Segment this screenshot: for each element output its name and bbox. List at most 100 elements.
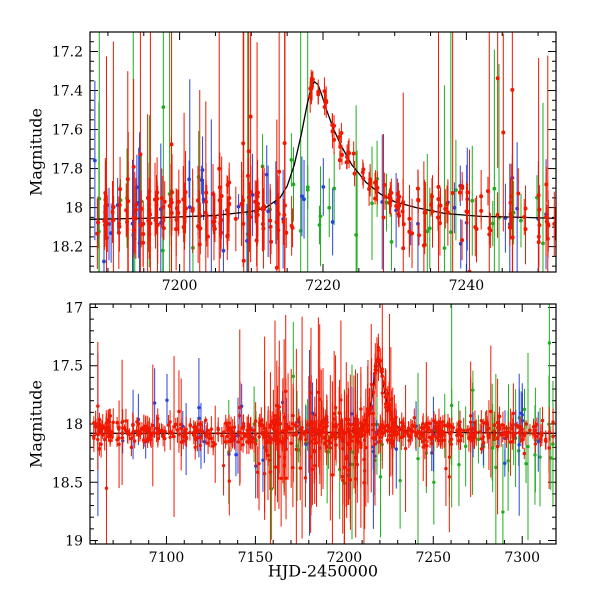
data-point bbox=[432, 480, 436, 484]
data-point bbox=[197, 416, 201, 421]
data-point bbox=[394, 425, 399, 430]
data-point bbox=[108, 414, 113, 418]
data-point bbox=[489, 409, 493, 414]
y-tick-label: 18.2 bbox=[52, 240, 83, 256]
data-point bbox=[116, 230, 121, 235]
y-tick-label: 17.5 bbox=[52, 359, 83, 375]
data-point bbox=[330, 129, 335, 134]
tick-labels: 7200 7220 7240 17.2 17.4 17.6 17.8 18 18.2 bbox=[52, 45, 484, 294]
data-point bbox=[325, 424, 329, 429]
data-point bbox=[159, 428, 164, 433]
data-point bbox=[270, 437, 274, 441]
data-point bbox=[289, 223, 294, 228]
data-point bbox=[528, 428, 532, 432]
data-point bbox=[436, 184, 441, 189]
data-point bbox=[403, 446, 408, 451]
data-point bbox=[524, 431, 528, 435]
axis-ticks bbox=[90, 31, 556, 272]
data-point bbox=[463, 444, 468, 449]
data-point bbox=[339, 131, 344, 136]
data-point bbox=[354, 477, 358, 481]
data-point bbox=[95, 231, 100, 236]
data-point bbox=[252, 428, 256, 432]
data-point bbox=[281, 429, 285, 433]
data-point bbox=[526, 444, 530, 449]
data-point bbox=[499, 433, 503, 437]
data-point bbox=[359, 421, 363, 425]
data-point bbox=[221, 248, 226, 253]
data-point bbox=[259, 418, 263, 423]
data-point bbox=[124, 419, 128, 423]
data-point bbox=[245, 428, 249, 432]
data-point bbox=[187, 177, 192, 182]
data-point bbox=[211, 223, 216, 228]
x-axis-label: HJD-2450000 bbox=[267, 561, 379, 581]
data-point bbox=[422, 438, 427, 442]
data-point bbox=[115, 421, 119, 425]
data-point bbox=[385, 438, 390, 442]
x-tick-label: 7220 bbox=[305, 278, 341, 294]
data-point bbox=[431, 434, 436, 438]
data-layer bbox=[90, 304, 556, 544]
data-point bbox=[536, 234, 541, 239]
data-point bbox=[438, 428, 443, 433]
data-point bbox=[501, 423, 505, 427]
data-point bbox=[517, 443, 521, 447]
data-point bbox=[139, 207, 144, 212]
data-point bbox=[519, 411, 523, 415]
data-point bbox=[236, 430, 241, 434]
x-tick-label: 7100 bbox=[149, 550, 185, 566]
data-point bbox=[103, 437, 107, 442]
data-point bbox=[470, 438, 475, 443]
data-point bbox=[218, 221, 223, 226]
data-point bbox=[425, 229, 430, 234]
data-point bbox=[142, 440, 146, 444]
data-point bbox=[110, 435, 114, 439]
data-point bbox=[134, 429, 139, 433]
data-point bbox=[108, 433, 112, 437]
data-point bbox=[141, 221, 146, 226]
data-point bbox=[551, 420, 555, 424]
data-point bbox=[188, 430, 192, 435]
data-point bbox=[510, 87, 515, 92]
data-point bbox=[524, 462, 528, 466]
data-point bbox=[174, 422, 178, 427]
data-point bbox=[494, 465, 498, 470]
data-point bbox=[517, 430, 521, 435]
data-point bbox=[122, 426, 127, 430]
data-point bbox=[172, 425, 176, 429]
data-point bbox=[300, 425, 304, 430]
data-point bbox=[156, 437, 160, 441]
data-point bbox=[348, 422, 352, 427]
data-point bbox=[536, 193, 541, 198]
data-point bbox=[473, 225, 478, 230]
data-point bbox=[450, 191, 455, 196]
data-point bbox=[323, 442, 327, 446]
data-point bbox=[451, 425, 455, 430]
data-point bbox=[446, 422, 450, 426]
data-point bbox=[522, 451, 526, 456]
data-point bbox=[495, 213, 500, 218]
data-point bbox=[338, 144, 343, 149]
data-point bbox=[117, 442, 121, 446]
data-point bbox=[345, 154, 350, 159]
data-point bbox=[193, 425, 198, 429]
data-point bbox=[452, 205, 457, 210]
data-point bbox=[479, 208, 484, 213]
data-point bbox=[373, 196, 378, 201]
data-point bbox=[330, 220, 335, 224]
data-point bbox=[398, 478, 402, 483]
data-point bbox=[303, 438, 308, 442]
data-point bbox=[241, 422, 246, 426]
data-point bbox=[547, 341, 552, 345]
data-point bbox=[270, 419, 274, 424]
data-point bbox=[268, 441, 272, 445]
x-tick-label: 7150 bbox=[238, 550, 274, 566]
data-point bbox=[191, 433, 196, 437]
data-point bbox=[535, 434, 539, 438]
data-point bbox=[200, 168, 205, 172]
data-point bbox=[195, 430, 200, 435]
data-point bbox=[544, 437, 548, 441]
data-point bbox=[243, 434, 247, 439]
